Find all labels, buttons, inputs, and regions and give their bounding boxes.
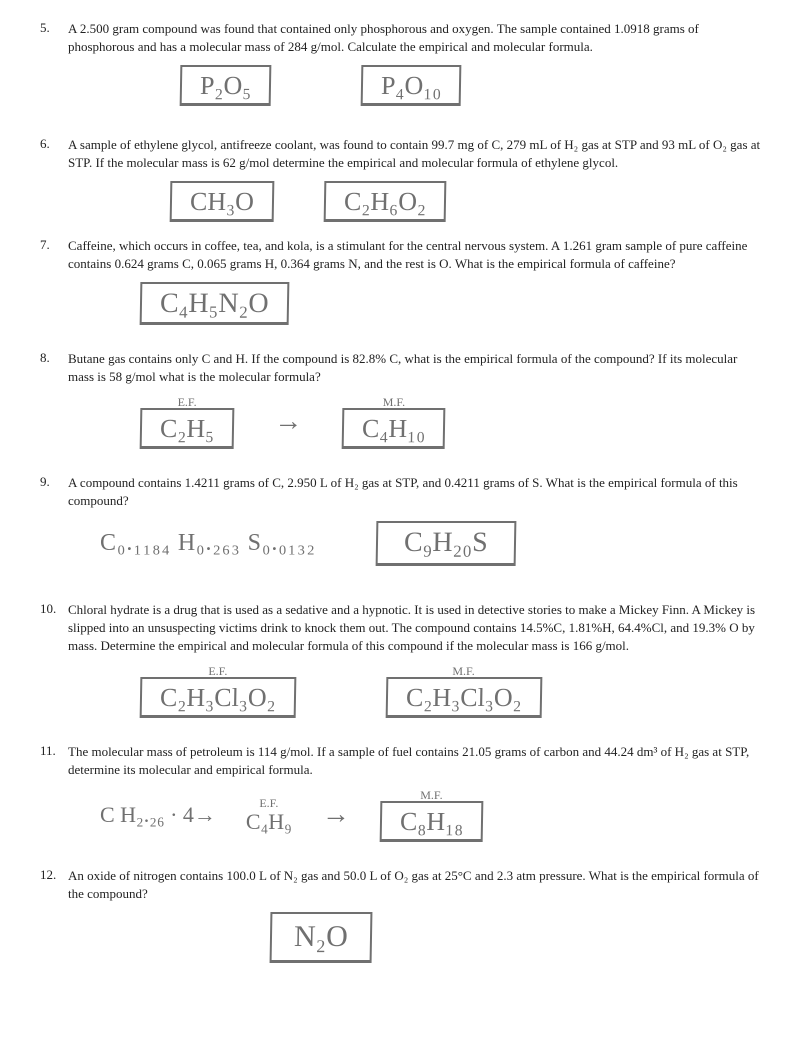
problem-number: 6. (40, 136, 68, 171)
answer-box: CH₃O (170, 181, 275, 222)
problem-number: 11. (40, 743, 68, 778)
answer-col: M.F. C₈H₁₈ (380, 788, 483, 842)
answers-10: E.F. C₂H₃Cl₃O₂ M.F. C₂H₃Cl₃O₂ (140, 664, 762, 718)
answer-box: C₂H₃Cl₃O₂ (140, 677, 296, 718)
answer-box: P₄O₁₀ (361, 65, 462, 106)
answer-box: C₄H₅N₂O (140, 282, 289, 325)
answer-box: C₂H₆O₂ (324, 181, 447, 222)
problem-7: 7. Caffeine, which occurs in coffee, tea… (40, 237, 762, 272)
answers-9: C₀.₁₁₈₄ H₀.₂₆₃ S₀.₀₁₃₂ C₉H₂₀S (100, 521, 762, 566)
problem-text: A compound contains 1.4211 grams of C, 2… (68, 474, 762, 509)
problem-12: 12. An oxide of nitrogen contains 100.0 … (40, 867, 762, 902)
problem-number: 7. (40, 237, 68, 272)
problem-text: Caffeine, which occurs in coffee, tea, a… (68, 237, 762, 272)
problem-text: Butane gas contains only C and H. If the… (68, 350, 762, 385)
problem-number: 9. (40, 474, 68, 509)
work-text: C₀.₁₁₈₄ H₀.₂₆₃ S₀.₀₁₃₂ (100, 530, 316, 557)
answer-col: E.F. C₄H₉ (246, 796, 292, 835)
answer-box: C₄H₁₀ (342, 408, 446, 449)
problem-6: 6. A sample of ethylene glycol, antifree… (40, 136, 762, 171)
answers-11: C H₂.₂₆ · 4→ E.F. C₄H₉ → M.F. C₈H₁₈ (100, 788, 762, 842)
mid-text: C₄H₉ (246, 809, 292, 835)
answer-col: M.F. C₄H₁₀ (342, 395, 445, 449)
work-text: C H₂.₂₆ · 4→ (100, 802, 216, 828)
answer-box: C₂H₅ (140, 408, 235, 449)
answers-8: E.F. C₂H₅ → M.F. C₄H₁₀ (140, 395, 762, 449)
answer-box: C₈H₁₈ (379, 801, 483, 842)
problem-number: 12. (40, 867, 68, 902)
problem-5: 5. A 2.500 gram compound was found that … (40, 20, 762, 55)
answer-box: P₂O₅ (180, 65, 272, 106)
answers-5: P₂O₅ P₄O₁₀ (180, 65, 762, 106)
answers-7: C₄H₅N₂O (140, 282, 762, 325)
problem-8: 8. Butane gas contains only C and H. If … (40, 350, 762, 385)
answer-col: E.F. C₂H₅ (140, 395, 234, 449)
answer-box: N₂O (270, 912, 373, 963)
problem-11: 11. The molecular mass of petroleum is 1… (40, 743, 762, 778)
answers-12: N₂O (270, 912, 762, 963)
problem-text: A sample of ethylene glycol, antifreeze … (68, 136, 762, 171)
answer-col: M.F. C₂H₃Cl₃O₂ (386, 664, 542, 718)
answer-col: E.F. C₂H₃Cl₃O₂ (140, 664, 296, 718)
problem-number: 5. (40, 20, 68, 55)
problem-text: Chloral hydrate is a drug that is used a… (68, 601, 762, 654)
answer-box: C₉H₂₀S (375, 521, 516, 566)
problem-text: An oxide of nitrogen contains 100.0 L of… (68, 867, 762, 902)
problem-9: 9. A compound contains 1.4211 grams of C… (40, 474, 762, 509)
answers-6: CH₃O C₂H₆O₂ (170, 181, 762, 222)
arrow-icon: → (274, 406, 302, 438)
arrow-icon: → (322, 799, 350, 831)
problem-number: 10. (40, 601, 68, 654)
problem-number: 8. (40, 350, 68, 385)
problem-text: A 2.500 gram compound was found that con… (68, 20, 762, 55)
problem-text: The molecular mass of petroleum is 114 g… (68, 743, 762, 778)
problem-10: 10. Chloral hydrate is a drug that is us… (40, 601, 762, 654)
answer-box: C₂H₃Cl₃O₂ (385, 677, 541, 718)
